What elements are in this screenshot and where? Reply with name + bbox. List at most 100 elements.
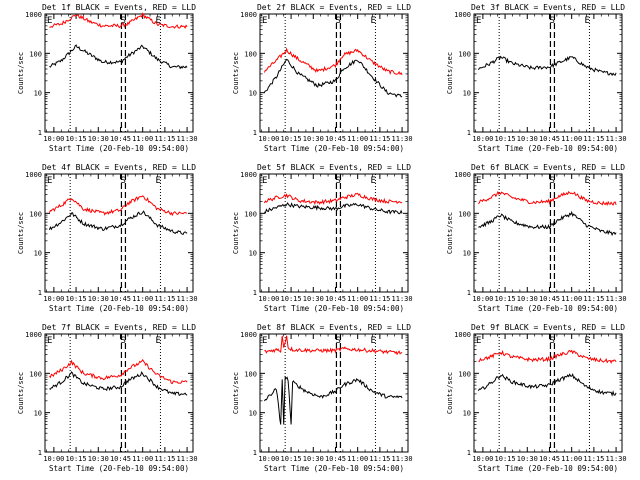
chart-panel-1: Det 1f BLACK = Events, RED = LLD 1 10 100 10… [17, 3, 198, 153]
x-tick-label: 10:00 [472, 135, 493, 143]
marker-label: E [476, 16, 481, 26]
marker-label: E [155, 176, 160, 186]
y-tick-label: 10 [34, 410, 42, 418]
x-tick-label: 11:00 [132, 135, 153, 143]
chart-panel-3: Det 3f BLACK = Events, RED = LLD 1 10 100 10… [446, 3, 627, 153]
x-axis-label: Start Time (20-Feb-10 09:54:00) [49, 304, 189, 313]
x-tick-label: 10:15 [281, 135, 302, 143]
y-axis-label: Counts/sec [446, 372, 454, 414]
marker-label: E [476, 336, 481, 346]
y-tick-label: 100 [244, 370, 257, 378]
chart-panel-4: Det 4f BLACK = Events, RED = LLD 1 10 100 10… [17, 163, 198, 313]
events-series-line [477, 55, 617, 77]
y-tick-label: 1000 [454, 171, 471, 179]
chart-panel-9: Det 9f BLACK = Events, RED = LLD 1 10 100 10… [446, 323, 627, 473]
x-tick-label: 10:45 [325, 455, 346, 463]
x-tick-label: 10:00 [258, 295, 279, 303]
chart-panel-6: Det 6f BLACK = Events, RED = LLD 1 10 100 10… [446, 163, 627, 313]
y-tick-label: 1000 [25, 171, 42, 179]
x-tick-label: 10:45 [110, 455, 131, 463]
chart-title: Det 1f BLACK = Events, RED = LLD [42, 3, 196, 12]
events-series-line [48, 210, 188, 235]
marker-label: E [370, 16, 375, 26]
chart-title: Det 9f BLACK = Events, RED = LLD [471, 323, 625, 332]
x-tick-label: 10:00 [472, 295, 493, 303]
marker-label: E [155, 336, 160, 346]
marker-label: S [120, 336, 125, 346]
x-tick-label: 10:15 [66, 455, 87, 463]
x-tick-label: 10:45 [325, 135, 346, 143]
marker-label: S [335, 336, 340, 346]
y-tick-label: 100 [458, 210, 471, 218]
y-tick-label: 1000 [240, 331, 257, 339]
x-axis-label: Start Time (20-Feb-10 09:54:00) [478, 304, 618, 313]
x-axis-label: Start Time (20-Feb-10 09:54:00) [264, 304, 404, 313]
lld-series-line [478, 190, 617, 206]
y-axis-label: Counts/sec [17, 212, 25, 254]
x-tick-label: 10:00 [258, 135, 279, 143]
events-series-line [263, 375, 403, 425]
x-tick-label: 10:30 [303, 295, 324, 303]
y-axis-label: Counts/sec [17, 372, 25, 414]
x-tick-label: 11:00 [132, 295, 153, 303]
marker-label: S [120, 176, 125, 186]
x-tick-label: 10:45 [539, 455, 560, 463]
marker-label: E [370, 176, 375, 186]
chart-title: Det 6f BLACK = Events, RED = LLD [471, 163, 625, 172]
x-tick-label: 10:15 [495, 295, 516, 303]
chart-title: Det 8f BLACK = Events, RED = LLD [257, 323, 411, 332]
x-tick-label: 11:15 [369, 455, 390, 463]
y-tick-label: 100 [244, 210, 257, 218]
y-axis-label: Counts/sec [446, 52, 454, 94]
y-axis-label: Counts/sec [232, 372, 240, 414]
y-tick-label: 10 [249, 250, 257, 258]
marker-label: E [476, 176, 481, 186]
events-series-line [477, 372, 617, 397]
y-tick-label: 1 [38, 129, 42, 137]
x-tick-label: 11:15 [583, 295, 604, 303]
x-tick-label: 11:00 [347, 295, 368, 303]
x-tick-label: 11:00 [561, 135, 582, 143]
x-tick-label: 11:00 [347, 135, 368, 143]
marker-label: E [47, 16, 52, 26]
x-tick-label: 10:30 [517, 295, 538, 303]
x-tick-label: 11:00 [561, 455, 582, 463]
marker-label: E [584, 176, 589, 186]
y-tick-label: 10 [463, 250, 471, 258]
y-axis-label: Counts/sec [446, 212, 454, 254]
marker-label: E [155, 16, 160, 26]
chart-title: Det 3f BLACK = Events, RED = LLD [471, 3, 625, 12]
x-tick-label: 11:30 [177, 295, 198, 303]
plot-frame [259, 173, 409, 293]
x-axis-label: Start Time (20-Feb-10 09:54:00) [478, 144, 618, 153]
x-tick-label: 10:45 [539, 295, 560, 303]
plot-frame [259, 13, 409, 133]
chart-panel-8: Det 8f BLACK = Events, RED = LLD 1 10 100 10… [232, 323, 413, 473]
y-tick-label: 10 [463, 90, 471, 98]
y-tick-label: 100 [458, 370, 471, 378]
x-tick-label: 10:00 [472, 455, 493, 463]
x-tick-label: 11:30 [392, 135, 413, 143]
x-tick-label: 11:15 [369, 135, 390, 143]
events-series-line [49, 44, 188, 70]
y-axis-label: Counts/sec [232, 52, 240, 94]
y-tick-label: 100 [458, 50, 471, 58]
y-tick-label: 10 [34, 90, 42, 98]
x-axis-label: Start Time (20-Feb-10 09:54:00) [49, 144, 189, 153]
plot-frame [259, 333, 409, 453]
y-tick-label: 1000 [240, 171, 257, 179]
x-tick-label: 10:30 [303, 455, 324, 463]
marker-label: E [370, 336, 375, 346]
x-tick-label: 10:15 [495, 135, 516, 143]
y-tick-label: 1000 [240, 11, 257, 19]
x-tick-label: 10:00 [43, 455, 64, 463]
y-tick-label: 1 [253, 289, 257, 297]
y-tick-label: 1 [38, 449, 42, 457]
marker-label: S [549, 176, 554, 186]
x-tick-label: 11:15 [154, 455, 175, 463]
chart-panel-7: Det 7f BLACK = Events, RED = LLD 1 10 100 10… [17, 323, 198, 473]
y-tick-label: 1000 [454, 331, 471, 339]
marker-label: E [262, 176, 267, 186]
marker-label: S [120, 16, 125, 26]
y-tick-label: 1000 [25, 11, 42, 19]
